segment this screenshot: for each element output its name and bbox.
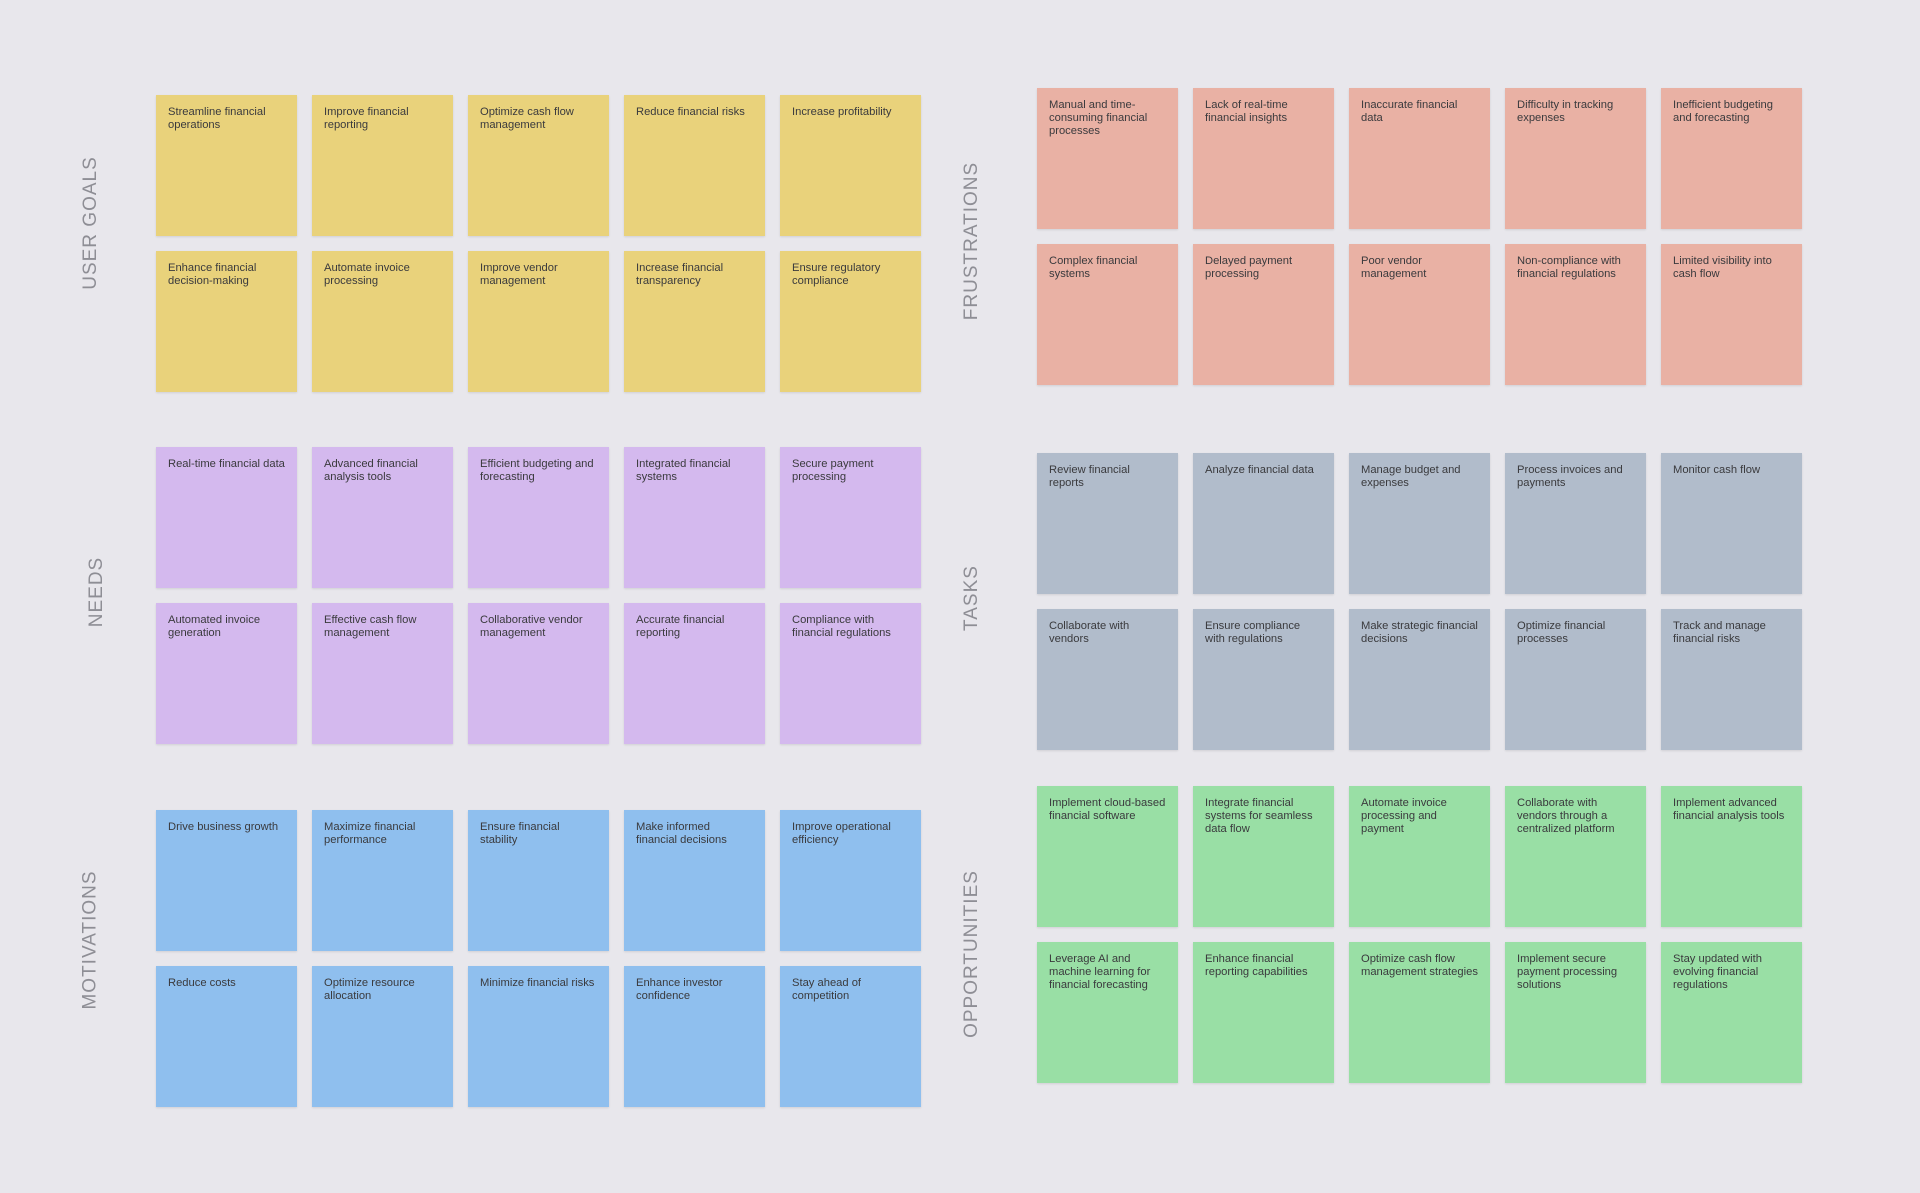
- notes-grid-tasks: Review financial reports Analyze financia…: [1037, 453, 1802, 750]
- section-title: USER GOALS: [80, 155, 102, 290]
- sticky-note[interactable]: Integrate financial systems for seamless…: [1193, 786, 1334, 927]
- sticky-note[interactable]: Limited visibility into cash flow: [1661, 244, 1802, 385]
- sticky-note[interactable]: Efficient budgeting and forecasting: [468, 447, 609, 588]
- notes-grid-frustrations: Manual and time-consuming financial proc…: [1037, 88, 1802, 385]
- sticky-note[interactable]: Stay updated with evolving financial reg…: [1661, 942, 1802, 1083]
- sticky-note[interactable]: Process invoices and payments: [1505, 453, 1646, 594]
- sticky-note[interactable]: Delayed payment processing: [1193, 244, 1334, 385]
- sticky-note[interactable]: Ensure compliance with regulations: [1193, 609, 1334, 750]
- sticky-note[interactable]: Stay ahead of competition: [780, 966, 921, 1107]
- notes-grid-opportunities: Implement cloud-based financial software…: [1037, 786, 1802, 1083]
- sticky-note[interactable]: Enhance financial decision-making: [156, 251, 297, 392]
- sticky-note[interactable]: Implement cloud-based financial software: [1037, 786, 1178, 927]
- sticky-note[interactable]: Lack of real-time financial insights: [1193, 88, 1334, 229]
- sticky-note[interactable]: Difficulty in tracking expenses: [1505, 88, 1646, 229]
- sticky-note[interactable]: Real-time financial data: [156, 447, 297, 588]
- sticky-note[interactable]: Minimize financial risks: [468, 966, 609, 1107]
- section-title: OPPORTUNITIES: [961, 869, 982, 1038]
- sticky-note[interactable]: Implement advanced financial analysis to…: [1661, 786, 1802, 927]
- sticky-note[interactable]: Enhance financial reporting capabilities: [1193, 942, 1334, 1083]
- section-label-tasks: TASKS: [952, 453, 992, 743]
- sticky-note[interactable]: Manual and time-consuming financial proc…: [1037, 88, 1178, 229]
- section-title: NEEDS: [86, 556, 107, 628]
- section-title: FRUSTRATIONS: [961, 161, 982, 320]
- sticky-note[interactable]: Increase profitability: [780, 95, 921, 236]
- sticky-note[interactable]: Secure payment processing: [780, 447, 921, 588]
- sticky-note[interactable]: Optimize resource allocation: [312, 966, 453, 1107]
- sticky-note[interactable]: Integrated financial systems: [624, 447, 765, 588]
- sticky-note[interactable]: Review financial reports: [1037, 453, 1178, 594]
- sticky-note[interactable]: Make strategic financial decisions: [1349, 609, 1490, 750]
- sticky-note[interactable]: Compliance with financial regulations: [780, 603, 921, 744]
- sticky-note[interactable]: Non-compliance with financial regulation…: [1505, 244, 1646, 385]
- sticky-note[interactable]: Improve vendor management: [468, 251, 609, 392]
- sticky-note[interactable]: Collaborate with vendors: [1037, 609, 1178, 750]
- sticky-note[interactable]: Complex financial systems: [1037, 244, 1178, 385]
- sticky-note[interactable]: Ensure financial stability: [468, 810, 609, 951]
- section-label-needs: NEEDS: [77, 447, 117, 737]
- sticky-note[interactable]: Optimize cash flow management: [468, 95, 609, 236]
- sticky-note[interactable]: Optimize financial processes: [1505, 609, 1646, 750]
- sticky-note[interactable]: Make informed financial decisions: [624, 810, 765, 951]
- sticky-note[interactable]: Enhance investor confidence: [624, 966, 765, 1107]
- sticky-note[interactable]: Track and manage financial risks: [1661, 609, 1802, 750]
- sticky-note[interactable]: Inefficient budgeting and forecasting: [1661, 88, 1802, 229]
- sticky-note[interactable]: Collaborate with vendors through a centr…: [1505, 786, 1646, 927]
- sticky-note[interactable]: Analyze financial data: [1193, 453, 1334, 594]
- sticky-note[interactable]: Drive business growth: [156, 810, 297, 951]
- sticky-note[interactable]: Reduce financial risks: [624, 95, 765, 236]
- sticky-note[interactable]: Manage budget and expenses: [1349, 453, 1490, 594]
- sticky-note[interactable]: Advanced financial analysis tools: [312, 447, 453, 588]
- sticky-note[interactable]: Improve operational efficiency: [780, 810, 921, 951]
- sticky-note[interactable]: Effective cash flow management: [312, 603, 453, 744]
- sticky-note[interactable]: Streamline financial operations: [156, 95, 297, 236]
- sticky-note[interactable]: Maximize financial performance: [312, 810, 453, 951]
- sticky-note[interactable]: Leverage AI and machine learning for fin…: [1037, 942, 1178, 1083]
- sticky-note[interactable]: Collaborative vendor management: [468, 603, 609, 744]
- sticky-note[interactable]: Monitor cash flow: [1661, 453, 1802, 594]
- section-label-motivations: MOTIVATIONS: [71, 810, 111, 1070]
- sticky-note[interactable]: Poor vendor management: [1349, 244, 1490, 385]
- sticky-note[interactable]: Ensure regulatory compliance: [780, 251, 921, 392]
- sticky-note[interactable]: Inaccurate financial data: [1349, 88, 1490, 229]
- sticky-note[interactable]: Reduce costs: [156, 966, 297, 1107]
- notes-grid-user-goals: Streamline financial operations Improve f…: [156, 95, 921, 392]
- sticky-note[interactable]: Improve financial reporting: [312, 95, 453, 236]
- sticky-note[interactable]: Automated invoice generation: [156, 603, 297, 744]
- sticky-note[interactable]: Increase financial transparency: [624, 251, 765, 392]
- sticky-note[interactable]: Optimize cash flow management strategies: [1349, 942, 1490, 1083]
- section-label-user-goals: USER GOALS: [71, 95, 111, 350]
- sticky-note[interactable]: Accurate financial reporting: [624, 603, 765, 744]
- section-label-frustrations: FRUSTRATIONS: [952, 88, 992, 393]
- notes-grid-needs: Real-time financial data Advanced financi…: [156, 447, 921, 744]
- notes-grid-motivations: Drive business growth Maximize financial …: [156, 810, 921, 1107]
- sticky-note[interactable]: Automate invoice processing and payment: [1349, 786, 1490, 927]
- sticky-note[interactable]: Implement secure payment processing solu…: [1505, 942, 1646, 1083]
- section-title: TASKS: [961, 565, 983, 631]
- section-title: MOTIVATIONS: [80, 870, 102, 1010]
- section-label-opportunities: OPPORTUNITIES: [952, 786, 992, 1121]
- sticky-note[interactable]: Automate invoice processing: [312, 251, 453, 392]
